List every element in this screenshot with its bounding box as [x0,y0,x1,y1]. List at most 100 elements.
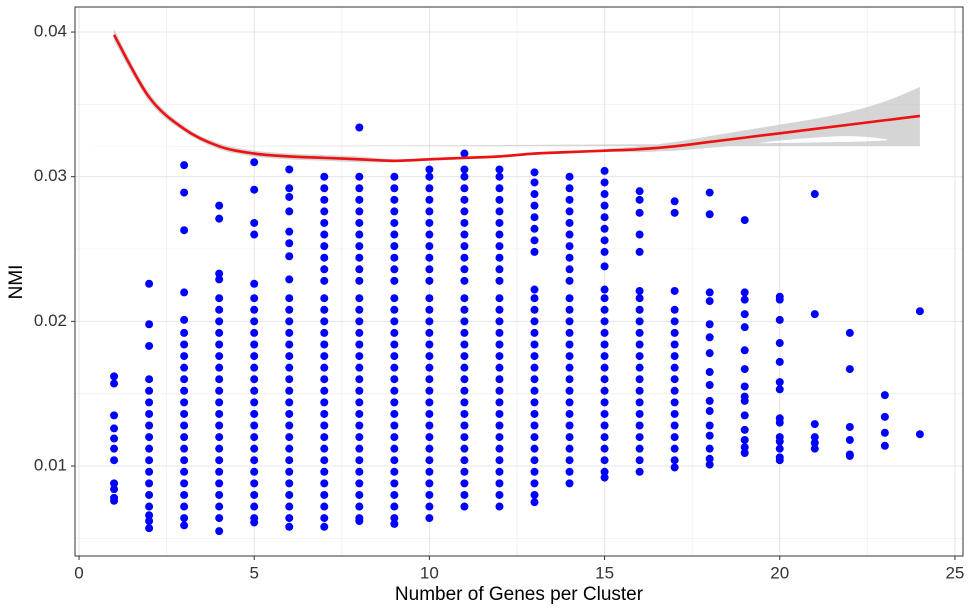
x-axis-title: Number of Genes per Cluster [395,584,644,605]
data-point [355,305,364,314]
data-point [530,467,539,476]
data-point [600,375,609,384]
data-point [530,409,539,418]
data-point [285,317,294,326]
data-point [740,411,749,420]
data-point [635,328,644,337]
data-point [670,340,679,349]
data-point [565,398,574,407]
data-point [250,294,259,303]
data-point [215,502,224,511]
data-point [180,328,189,337]
data-point [390,195,399,204]
data-point [180,386,189,395]
data-point [530,498,539,507]
data-point [565,444,574,453]
data-point [565,456,574,465]
data-point [425,253,434,262]
data-point [390,421,399,430]
data-point [460,467,469,476]
data-point [180,288,189,297]
y-tick-label: 0.03 [34,166,67,185]
data-point [425,352,434,361]
data-point [460,253,469,262]
data-point [250,398,259,407]
data-point [355,375,364,384]
data-point [390,456,399,465]
data-point [565,328,574,337]
data-point [600,317,609,326]
data-point [390,218,399,227]
data-point [565,409,574,418]
data-point [460,340,469,349]
data-point [355,409,364,418]
data-point [390,305,399,314]
data-point [425,207,434,216]
data-point [495,230,504,239]
data-point [600,305,609,314]
data-point [320,479,329,488]
data-point [180,456,189,465]
data-point [215,328,224,337]
data-point [215,375,224,384]
data-point [530,398,539,407]
data-point [810,433,819,442]
data-point [460,328,469,337]
data-point [600,328,609,337]
data-point [705,367,714,376]
data-point [390,386,399,395]
data-point [425,456,434,465]
data-point [495,340,504,349]
data-point [425,265,434,274]
data-point [600,178,609,187]
data-point [250,279,259,288]
data-point [495,409,504,418]
data-point [355,340,364,349]
data-point [565,375,574,384]
data-point [565,421,574,430]
data-point [180,363,189,372]
data-point [635,208,644,217]
data-point [495,479,504,488]
data-point [285,433,294,442]
data-point [425,340,434,349]
data-point [425,375,434,384]
data-point [180,521,189,530]
data-point [705,333,714,342]
data-point [145,456,154,465]
data-point [880,391,889,400]
data-point [670,444,679,453]
data-point [215,269,224,278]
data-point [355,294,364,303]
data-point [215,479,224,488]
data-point [600,294,609,303]
data-point [635,467,644,476]
data-point [285,421,294,430]
data-point [250,490,259,499]
data-point [670,421,679,430]
data-point [635,247,644,256]
data-point [880,412,889,421]
data-point [495,433,504,442]
data-point [145,398,154,407]
data-point [495,467,504,476]
data-point [705,460,714,469]
data-point [705,454,714,463]
data-point [355,265,364,274]
data-point [320,456,329,465]
data-point [565,172,574,181]
x-tick-label: 5 [249,563,258,582]
data-point [145,386,154,395]
data-point [390,340,399,349]
data-point [110,434,119,443]
data-point [810,438,819,447]
data-point [460,409,469,418]
data-point [110,424,119,433]
data-point [705,320,714,329]
data-point [565,294,574,303]
data-point [180,161,189,170]
data-point [495,386,504,395]
data-point [285,239,294,248]
data-point [285,375,294,384]
